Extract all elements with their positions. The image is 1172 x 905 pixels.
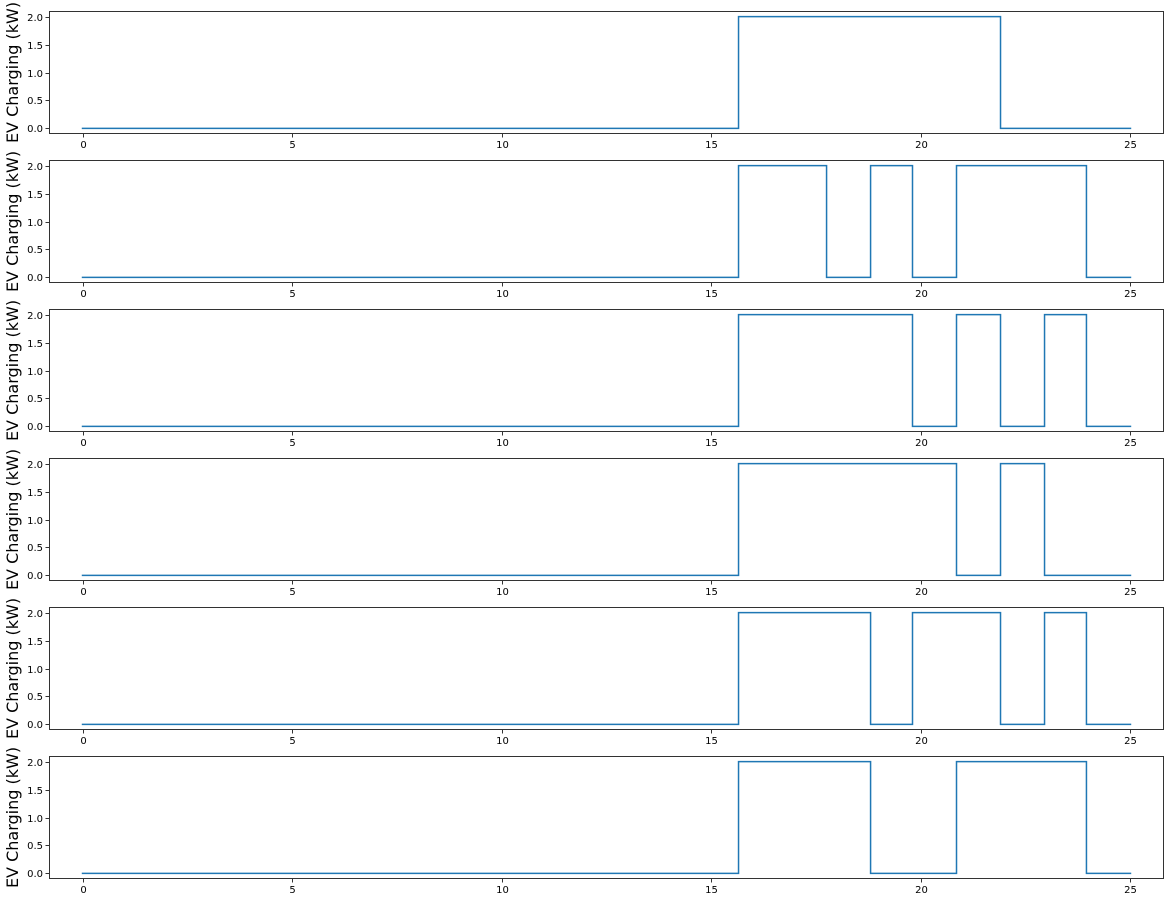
x-tick-label: 0	[80, 587, 86, 598]
axes-frame	[50, 459, 1164, 581]
axes-frame	[50, 161, 1164, 283]
x-tick-label: 20	[915, 140, 928, 151]
y-axis-label: EV Charging (kW)	[3, 449, 22, 590]
x-tick-label: 10	[496, 438, 509, 449]
x-tick-label: 0	[80, 438, 86, 449]
y-tick-label: 0.5	[27, 543, 43, 554]
x-tick-label: 25	[1124, 438, 1137, 449]
x-tick-label: 20	[915, 289, 928, 300]
y-tick-label: 0.0	[27, 571, 43, 582]
x-tick-label: 5	[289, 140, 295, 151]
y-tick-label: 1.0	[27, 69, 43, 80]
x-tick-label: 15	[705, 140, 718, 151]
axes-frame	[50, 757, 1164, 879]
x-tick-label: 25	[1124, 587, 1137, 598]
y-axis-label: EV Charging (kW)	[3, 151, 22, 292]
x-tick-label: 5	[289, 587, 295, 598]
y-tick-label: 1.5	[27, 637, 43, 648]
y-axis-label: EV Charging (kW)	[3, 300, 22, 441]
x-tick-label: 0	[80, 885, 86, 896]
y-axis-label: EV Charging (kW)	[3, 2, 22, 143]
y-tick-label: 1.5	[27, 41, 43, 52]
x-tick-label: 10	[496, 289, 509, 300]
y-tick-label: 0.0	[27, 720, 43, 731]
x-tick-label: 5	[289, 885, 295, 896]
subplot-3: 0 5 10 15 20 25 0.0 0.5 1.0 1.5 2.0 EV Charging (kW…	[3, 300, 1164, 449]
series-line	[83, 464, 1131, 576]
y-tick-label: 0.0	[27, 273, 43, 284]
y-tick-label: 0.5	[27, 692, 43, 703]
y-tick-label: 1.0	[27, 814, 43, 825]
series-line	[83, 762, 1131, 874]
x-tick-label: 15	[705, 885, 718, 896]
y-tick-label: 1.0	[27, 367, 43, 378]
y-tick-label: 0.5	[27, 245, 43, 256]
subplot-4: 0 5 10 15 20 25 0.0 0.5 1.0 1.5 2.0 EV Charging (kW…	[3, 449, 1164, 598]
y-tick-label: 2.0	[27, 162, 43, 173]
series-line	[83, 613, 1131, 725]
y-tick-label: 1.5	[27, 190, 43, 201]
x-tick-label: 5	[289, 438, 295, 449]
x-tick-label: 20	[915, 438, 928, 449]
y-tick-label: 2.0	[27, 460, 43, 471]
y-tick-label: 0.0	[27, 124, 43, 135]
axes-frame	[50, 608, 1164, 730]
y-tick-label: 1.5	[27, 786, 43, 797]
y-tick-label: 0.5	[27, 394, 43, 405]
y-tick-label: 1.5	[27, 488, 43, 499]
subplot-6: 0 5 10 15 20 25 0.0 0.5 1.0 1.5 2.0 EV Charging (kW…	[3, 747, 1164, 896]
x-tick-label: 0	[80, 289, 86, 300]
x-tick-label: 5	[289, 736, 295, 747]
x-tick-label: 5	[289, 289, 295, 300]
x-tick-label: 25	[1124, 885, 1137, 896]
series-line	[83, 166, 1131, 278]
y-tick-label: 0.5	[27, 841, 43, 852]
y-tick-label: 1.0	[27, 218, 43, 229]
x-tick-label: 10	[496, 736, 509, 747]
x-tick-label: 15	[705, 736, 718, 747]
x-tick-label: 10	[496, 140, 509, 151]
axes-frame	[50, 310, 1164, 432]
y-axis-label: EV Charging (kW)	[3, 747, 22, 888]
y-axis-label: EV Charging (kW)	[3, 598, 22, 739]
x-tick-label: 10	[496, 587, 509, 598]
y-tick-label: 2.0	[27, 311, 43, 322]
x-tick-label: 15	[705, 587, 718, 598]
x-tick-label: 25	[1124, 289, 1137, 300]
y-tick-label: 2.0	[27, 13, 43, 24]
x-tick-label: 20	[915, 736, 928, 747]
subplot-1: 0 5 10 15 20 25 0.0 0.5 1.0 1.5 2.0 EV Charging (kW…	[3, 2, 1164, 151]
y-tick-label: 0.0	[27, 869, 43, 880]
series-line	[83, 315, 1131, 427]
x-tick-label: 20	[915, 587, 928, 598]
y-tick-label: 2.0	[27, 609, 43, 620]
x-tick-label: 20	[915, 885, 928, 896]
y-tick-label: 1.5	[27, 339, 43, 350]
y-tick-label: 1.0	[27, 516, 43, 527]
y-tick-label: 0.5	[27, 96, 43, 107]
axes-frame	[50, 12, 1164, 134]
x-tick-label: 15	[705, 289, 718, 300]
series-line	[83, 17, 1131, 129]
x-tick-label: 0	[80, 140, 86, 151]
x-tick-label: 25	[1124, 140, 1137, 151]
subplot-5: 0 5 10 15 20 25 0.0 0.5 1.0 1.5 2.0 EV Charging (kW…	[3, 598, 1164, 747]
y-tick-label: 1.0	[27, 665, 43, 676]
y-tick-label: 2.0	[27, 758, 43, 769]
subplot-2: 0 5 10 15 20 25 0.0 0.5 1.0 1.5 2.0 EV Charging (kW…	[3, 151, 1164, 300]
x-tick-label: 25	[1124, 736, 1137, 747]
x-tick-label: 10	[496, 885, 509, 896]
x-tick-label: 15	[705, 438, 718, 449]
x-tick-label: 0	[80, 736, 86, 747]
y-tick-label: 0.0	[27, 422, 43, 433]
